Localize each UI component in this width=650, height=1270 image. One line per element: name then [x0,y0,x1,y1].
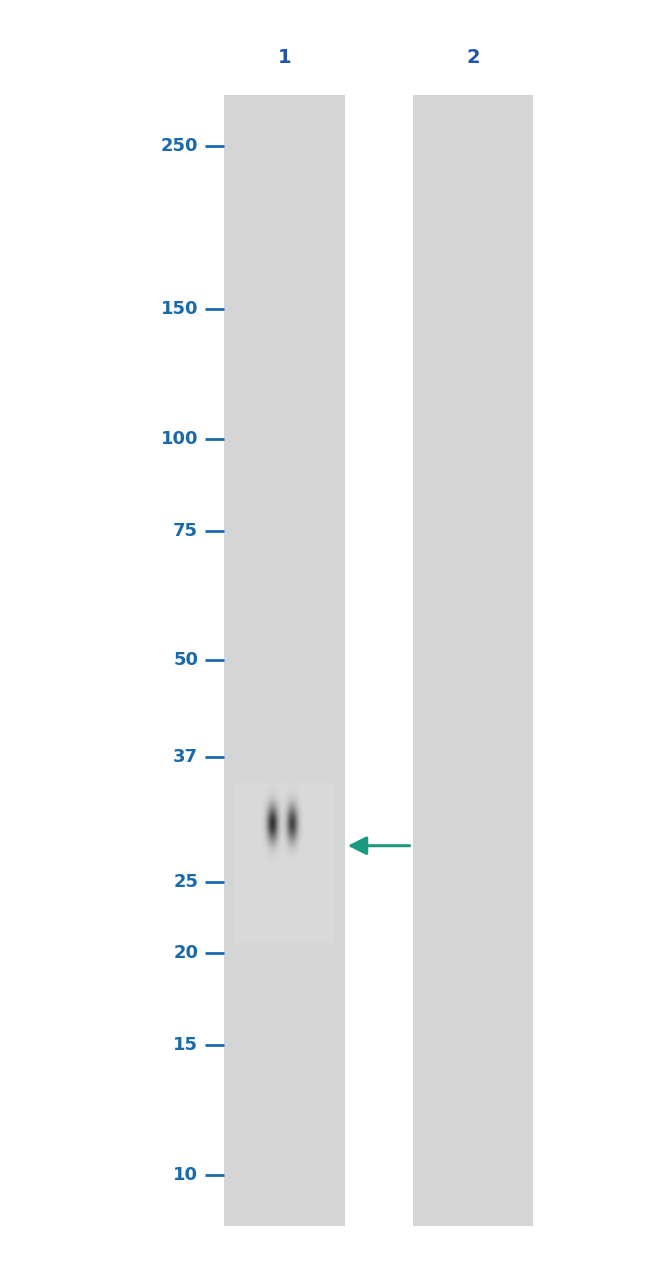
Text: 1: 1 [278,48,291,66]
Text: 2: 2 [466,48,480,66]
Text: 50: 50 [174,652,198,669]
Text: 250: 250 [161,137,198,155]
Text: 150: 150 [161,300,198,319]
Text: 10: 10 [174,1166,198,1184]
Text: 15: 15 [174,1036,198,1054]
Text: 75: 75 [174,522,198,540]
Text: 37: 37 [174,748,198,766]
Text: 100: 100 [161,429,198,448]
Text: 20: 20 [174,944,198,963]
Bar [224,95,344,1226]
Bar [413,95,533,1226]
Text: 25: 25 [174,872,198,892]
